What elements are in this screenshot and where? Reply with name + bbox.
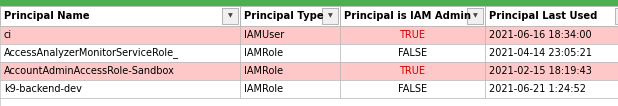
Text: k9-backend-dev: k9-backend-dev	[4, 84, 82, 94]
Bar	[0, 80, 240, 98]
Text: Principal is IAM Admin: Principal is IAM Admin	[344, 11, 471, 21]
Bar	[240, 62, 340, 80]
Text: ▼: ▼	[227, 13, 232, 19]
Text: Principal Last Used: Principal Last Used	[489, 11, 598, 21]
Text: Principal Type: Principal Type	[244, 11, 324, 21]
Text: TRUE: TRUE	[399, 66, 426, 76]
Text: ▼: ▼	[473, 13, 477, 19]
Text: 2021-06-16 18:34:00: 2021-06-16 18:34:00	[489, 30, 591, 40]
Bar	[0, 44, 240, 62]
Bar	[0, 98, 618, 106]
Bar	[485, 26, 618, 44]
Bar	[240, 6, 340, 26]
Text: 2021-04-14 23:05:21: 2021-04-14 23:05:21	[489, 48, 592, 58]
Text: TRUE: TRUE	[399, 30, 426, 40]
Bar	[322, 8, 338, 24]
Bar	[0, 26, 240, 44]
Text: AccessAnalyzerMonitorServiceRole_: AccessAnalyzerMonitorServiceRole_	[4, 48, 179, 58]
Bar	[340, 26, 485, 44]
Text: 2021-06-21 1:24:52: 2021-06-21 1:24:52	[489, 84, 586, 94]
Bar	[340, 44, 485, 62]
Bar	[0, 62, 240, 80]
Bar	[222, 8, 238, 24]
Bar	[467, 8, 483, 24]
Bar	[240, 44, 340, 62]
Bar	[340, 80, 485, 98]
Bar	[485, 62, 618, 80]
Bar	[485, 6, 618, 26]
Bar	[240, 80, 340, 98]
Text: IAMRole: IAMRole	[244, 84, 283, 94]
Text: IAMUser: IAMUser	[244, 30, 284, 40]
Bar	[485, 80, 618, 98]
Bar	[0, 6, 240, 26]
Text: ci: ci	[4, 30, 12, 40]
Bar	[485, 44, 618, 62]
Bar	[240, 26, 340, 44]
Text: FALSE: FALSE	[398, 48, 427, 58]
Text: FALSE: FALSE	[398, 84, 427, 94]
Bar	[340, 6, 485, 26]
Bar	[340, 62, 485, 80]
Bar	[0, 0, 618, 6]
Text: ▼: ▼	[328, 13, 332, 19]
Text: Principal Name: Principal Name	[4, 11, 90, 21]
Text: 2021-02-15 18:19:43: 2021-02-15 18:19:43	[489, 66, 592, 76]
Bar	[615, 8, 618, 24]
Text: IAMRole: IAMRole	[244, 66, 283, 76]
Text: IAMRole: IAMRole	[244, 48, 283, 58]
Text: AccountAdminAccessRole-Sandbox: AccountAdminAccessRole-Sandbox	[4, 66, 175, 76]
